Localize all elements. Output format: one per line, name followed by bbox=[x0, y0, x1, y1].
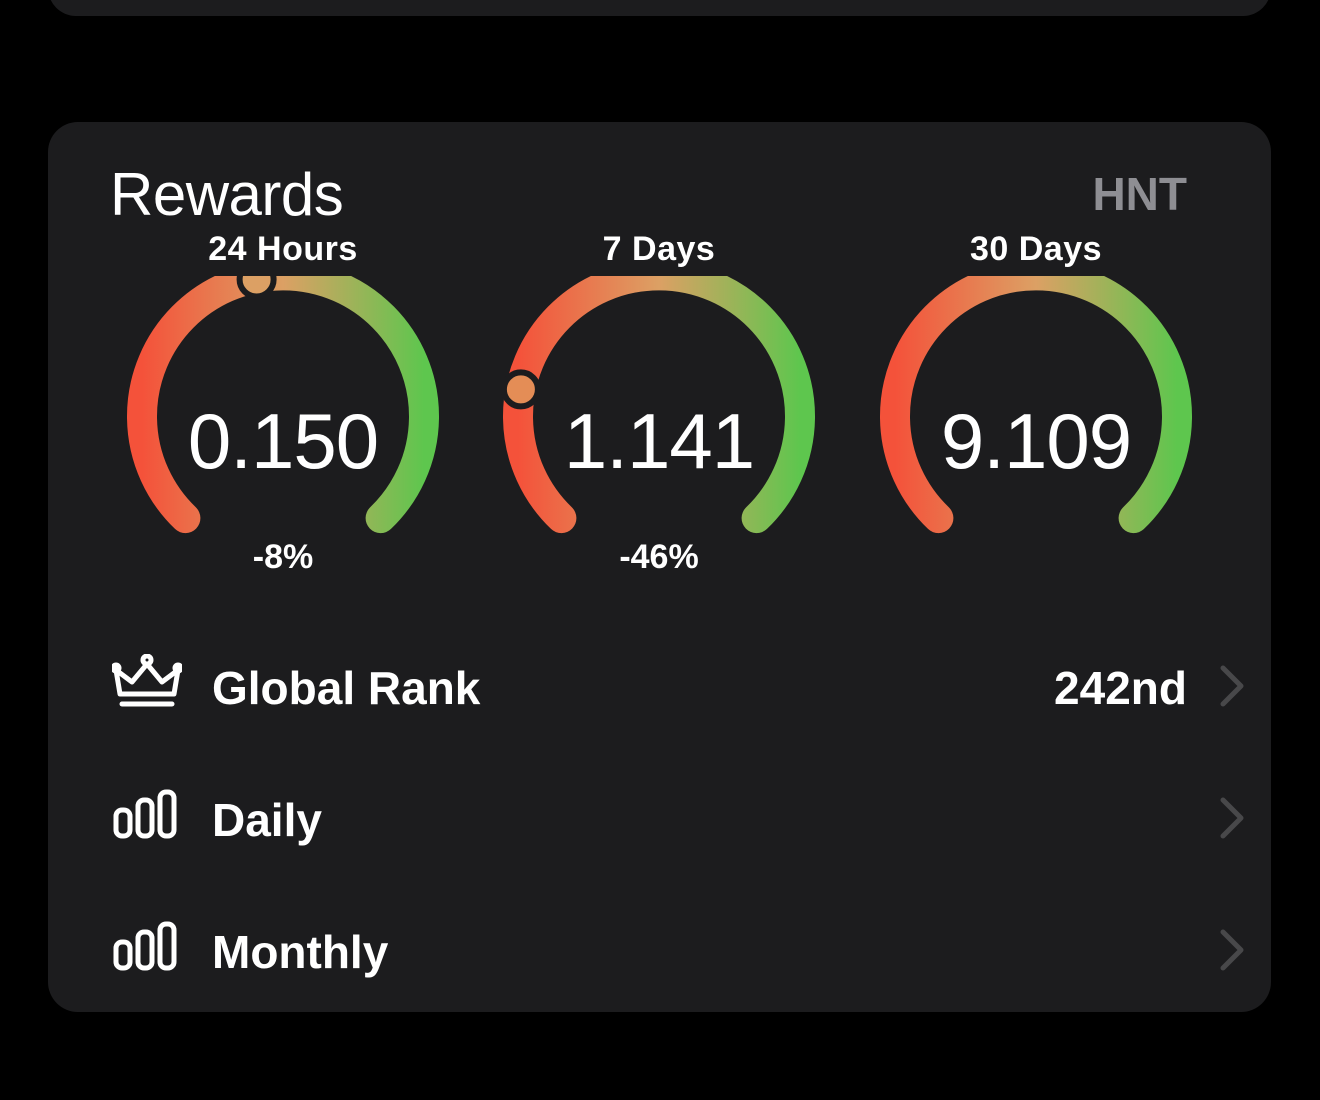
chevron-right-icon bbox=[1217, 662, 1247, 715]
gauge-label: 7 Days bbox=[602, 230, 716, 268]
currency-toggle[interactable]: HNT bbox=[1092, 168, 1187, 220]
gauge-track bbox=[503, 276, 815, 534]
row-value: 242nd bbox=[1054, 662, 1187, 714]
bar-chart-icon bbox=[112, 918, 182, 979]
previous-card bbox=[48, 0, 1271, 16]
row-label: Global Rank bbox=[212, 662, 481, 714]
gauge-track bbox=[880, 276, 1192, 534]
gauge-indicator-knob bbox=[500, 369, 541, 410]
gauge-indicator-knob bbox=[236, 276, 277, 300]
row-label: Daily bbox=[212, 794, 322, 846]
gauge-value: 0.150 bbox=[187, 397, 379, 485]
rewards-card: Rewards HNT 24 Hours 0.150 -8% 7 Days bbox=[48, 122, 1271, 1012]
card-title: Rewards bbox=[110, 161, 344, 228]
monthly-row[interactable]: Monthly bbox=[48, 896, 1271, 996]
crown-icon bbox=[110, 653, 184, 715]
gauge-arc bbox=[127, 276, 439, 534]
gauge-label: 30 Days bbox=[969, 230, 1103, 268]
row-label: Monthly bbox=[212, 926, 389, 978]
gauge-arc bbox=[500, 276, 815, 534]
gauge-arc bbox=[880, 276, 1192, 534]
gauge-7-days: 7 Days 1.141 -46% bbox=[499, 226, 819, 586]
gauge-track bbox=[127, 276, 439, 534]
chevron-right-icon bbox=[1217, 794, 1247, 847]
gauge-value: 1.141 bbox=[563, 397, 755, 485]
gauge-value: 9.109 bbox=[940, 397, 1132, 485]
daily-row[interactable]: Daily bbox=[48, 764, 1271, 864]
global-rank-row[interactable]: Global Rank 242nd bbox=[48, 632, 1271, 732]
gauge-30-days: 30 Days 9.109 bbox=[876, 226, 1196, 586]
chevron-right-icon bbox=[1217, 926, 1247, 979]
gauge-label: 24 Hours bbox=[208, 230, 358, 268]
bar-chart-icon bbox=[112, 786, 182, 847]
gauge-24-hours: 24 Hours 0.150 -8% bbox=[123, 226, 443, 586]
gauge-change: -46% bbox=[619, 538, 699, 576]
gauge-change: -8% bbox=[252, 538, 314, 576]
